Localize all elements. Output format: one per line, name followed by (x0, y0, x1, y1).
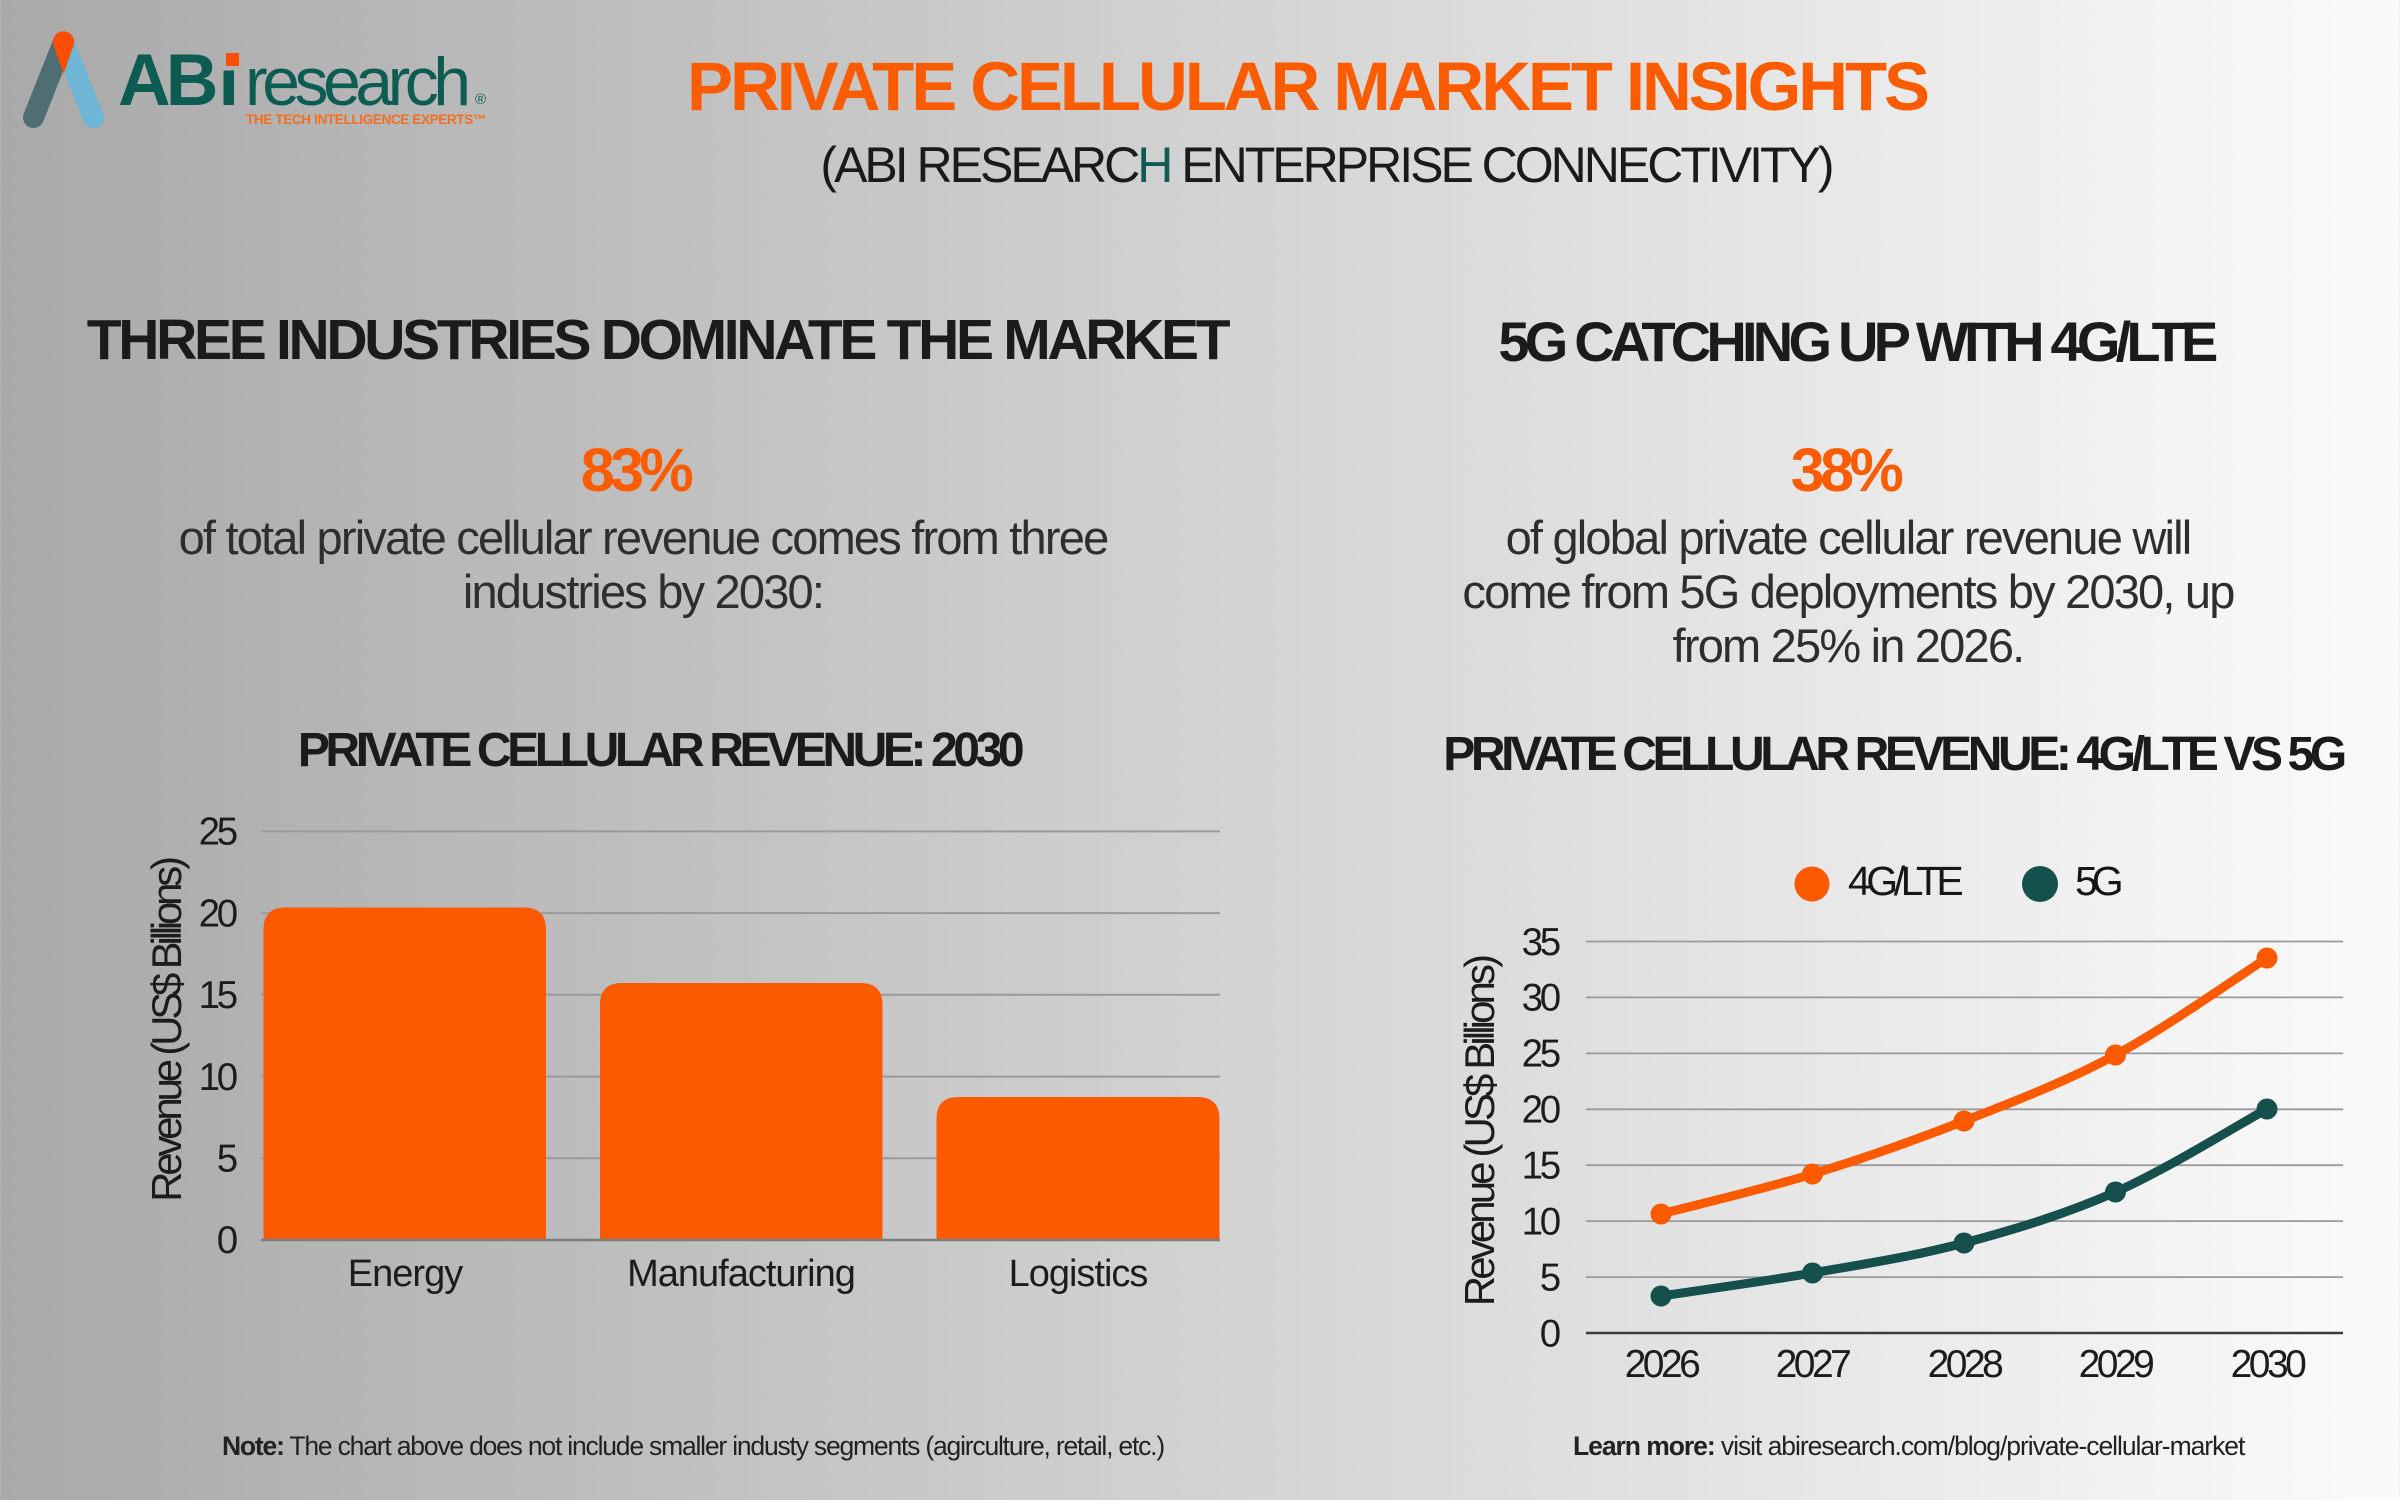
svg-text:2030: 2030 (2231, 1343, 2307, 1386)
svg-text:research: research (245, 44, 467, 120)
svg-text:5: 5 (1540, 1256, 1560, 1299)
svg-text:20: 20 (1522, 1089, 1560, 1132)
svg-text:2028: 2028 (1928, 1343, 2003, 1386)
svg-text:Energy: Energy (348, 1253, 463, 1295)
svg-text:0: 0 (217, 1219, 237, 1262)
svg-text:2027: 2027 (1776, 1343, 1851, 1386)
svg-text:AB: AB (118, 40, 216, 121)
svg-text:20: 20 (199, 892, 237, 935)
svg-text:10: 10 (199, 1056, 237, 1099)
svg-text:35: 35 (1522, 921, 1560, 964)
svg-text:5: 5 (217, 1138, 237, 1181)
svg-text:30: 30 (1522, 977, 1560, 1020)
svg-text:25: 25 (1522, 1033, 1560, 1076)
svg-text:®: ® (475, 91, 486, 108)
svg-text:Revenue (US$ Billions): Revenue (US$ Billions) (1456, 956, 1503, 1306)
svg-text:THE TECH INTELLIGENCE EXPERTS™: THE TECH INTELLIGENCE EXPERTS™ (246, 112, 486, 127)
svg-text:15: 15 (1522, 1145, 1560, 1188)
svg-text:0: 0 (1540, 1312, 1560, 1355)
svg-text:Revenue (US$ Billions): Revenue (US$ Billions) (143, 858, 190, 1202)
svg-text:Manufacturing: Manufacturing (627, 1253, 855, 1295)
svg-text:25: 25 (199, 811, 237, 854)
svg-text:2026: 2026 (1625, 1343, 1700, 1386)
svg-text:Logistics: Logistics (1009, 1253, 1148, 1295)
svg-text:2029: 2029 (2079, 1343, 2154, 1386)
svg-text:4G/LTE: 4G/LTE (1848, 858, 1962, 904)
svg-text:5G: 5G (2075, 858, 2121, 904)
svg-text:10: 10 (1522, 1200, 1560, 1243)
svg-text:15: 15 (199, 974, 237, 1017)
